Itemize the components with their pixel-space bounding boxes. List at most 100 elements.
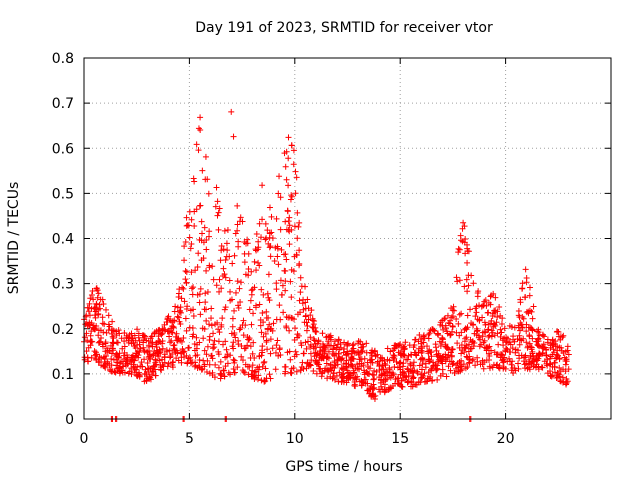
data-point	[155, 353, 162, 360]
data-point	[464, 312, 471, 319]
data-point	[353, 376, 360, 383]
data-point	[165, 360, 172, 367]
data-point	[146, 351, 153, 358]
data-point	[196, 363, 203, 370]
data-point	[456, 368, 463, 375]
data-point	[337, 356, 344, 363]
data-point	[474, 354, 481, 361]
data-point	[205, 190, 212, 197]
data-point	[494, 314, 501, 321]
data-point	[386, 366, 393, 373]
data-point	[514, 347, 521, 354]
data-point	[508, 324, 515, 331]
data-point	[321, 350, 328, 357]
data-point	[108, 368, 115, 375]
data-point	[535, 353, 542, 360]
data-point	[250, 310, 257, 317]
data-point	[395, 380, 402, 387]
data-point	[229, 315, 236, 322]
data-point	[371, 396, 378, 403]
data-point	[429, 377, 436, 384]
data-point	[302, 312, 309, 319]
data-point	[181, 354, 188, 361]
y-tick-label: 0.2	[52, 322, 74, 338]
data-point	[137, 345, 144, 352]
data-point	[243, 240, 250, 247]
data-point	[107, 367, 114, 374]
data-point	[220, 341, 227, 348]
data-point	[421, 370, 428, 377]
data-point	[288, 142, 295, 149]
data-point	[391, 363, 398, 370]
data-point	[109, 318, 116, 325]
data-point	[224, 227, 231, 234]
data-point	[209, 369, 216, 376]
data-point	[209, 263, 216, 270]
data-point	[489, 312, 496, 319]
data-point	[114, 359, 121, 366]
data-point	[165, 313, 172, 320]
data-point	[201, 361, 208, 368]
data-point	[181, 243, 188, 250]
data-point	[202, 290, 209, 297]
data-point	[98, 335, 105, 341]
data-point	[509, 358, 516, 365]
data-point	[213, 282, 220, 289]
data-point	[474, 293, 481, 300]
data-point	[192, 267, 199, 274]
data-point	[201, 306, 208, 313]
data-point	[329, 363, 336, 370]
data-point	[218, 247, 225, 254]
data-point	[373, 368, 380, 375]
data-point	[480, 365, 487, 372]
data-point	[101, 358, 108, 365]
data-point	[553, 351, 560, 358]
data-point	[461, 349, 468, 356]
data-point	[465, 348, 472, 355]
data-point	[208, 322, 215, 329]
data-point	[352, 383, 359, 390]
data-point	[453, 329, 460, 336]
data-point	[274, 253, 281, 260]
data-point	[363, 349, 370, 356]
data-point	[97, 296, 104, 303]
data-point	[318, 370, 325, 377]
data-point	[483, 345, 490, 352]
data-point	[245, 266, 252, 273]
data-point	[462, 344, 469, 351]
data-point	[180, 334, 187, 341]
data-point	[282, 278, 289, 285]
data-point	[184, 222, 191, 229]
data-point	[540, 345, 547, 352]
data-point	[100, 329, 107, 336]
data-point	[339, 371, 346, 378]
data-point	[196, 299, 203, 306]
data-point	[288, 294, 295, 301]
data-point	[533, 338, 540, 345]
data-point	[176, 318, 183, 325]
data-point	[282, 218, 289, 225]
data-point	[278, 291, 285, 298]
data-point	[170, 358, 177, 365]
data-point	[407, 362, 414, 369]
data-point	[244, 342, 251, 349]
data-point	[418, 366, 425, 373]
data-point	[490, 290, 497, 297]
data-point	[88, 354, 95, 361]
data-point	[453, 315, 460, 322]
data-point	[231, 252, 238, 259]
data-point	[156, 346, 163, 353]
data-point	[222, 338, 229, 345]
data-point	[540, 341, 547, 348]
data-point	[101, 321, 108, 328]
data-point	[258, 234, 265, 241]
data-point	[400, 352, 407, 359]
data-point	[144, 348, 151, 355]
data-point	[292, 325, 299, 332]
data-point	[87, 332, 94, 339]
data-point	[443, 373, 450, 380]
data-point	[516, 341, 523, 348]
data-point	[340, 366, 347, 373]
data-point	[200, 239, 207, 246]
data-point	[256, 220, 263, 227]
